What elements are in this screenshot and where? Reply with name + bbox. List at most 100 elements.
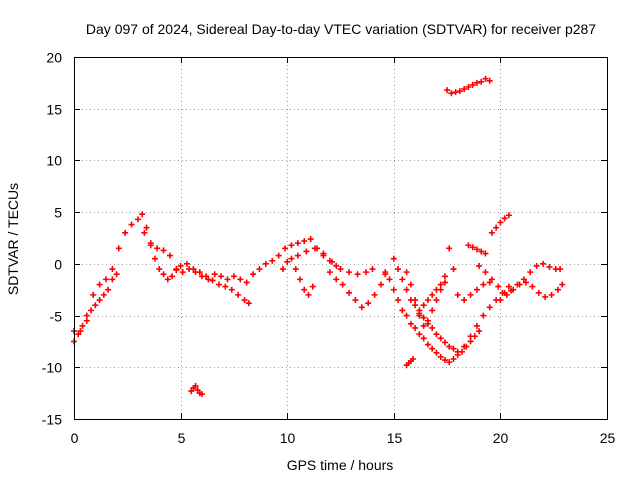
sat-track-3: [139, 211, 252, 307]
y-tick-label: 0: [54, 257, 62, 273]
data-point: [448, 90, 455, 97]
data-point: [535, 289, 542, 296]
sat-track-11: [403, 269, 448, 329]
data-point: [469, 81, 476, 88]
data-point: [412, 297, 419, 304]
data-point: [540, 260, 547, 267]
data-point: [407, 281, 414, 288]
data-point: [326, 269, 333, 276]
data-point: [510, 286, 517, 293]
x-tick-label: 10: [280, 430, 296, 446]
data-point: [476, 262, 483, 269]
data-point: [390, 255, 397, 262]
sat-track-13: [465, 242, 489, 257]
data-point: [222, 283, 229, 290]
data-point: [194, 387, 201, 394]
data-point: [441, 279, 448, 286]
data-point: [482, 269, 489, 276]
data-point: [399, 307, 406, 314]
data-point: [183, 260, 190, 267]
data-point: [177, 262, 184, 269]
data-point: [75, 331, 82, 338]
data-point: [486, 304, 493, 311]
data-point: [279, 266, 286, 273]
data-point: [337, 266, 344, 273]
data-point: [420, 302, 427, 309]
data-point: [533, 262, 540, 269]
data-point: [88, 307, 95, 314]
data-point: [488, 276, 495, 283]
data-point: [301, 286, 308, 293]
data-point: [437, 353, 444, 360]
sat-track-17: [403, 356, 416, 369]
sat-track-15: [476, 260, 564, 296]
data-point: [198, 391, 205, 398]
data-point: [501, 215, 508, 222]
data-point: [473, 246, 480, 253]
data-point: [516, 281, 523, 288]
data-point: [497, 297, 504, 304]
chart-title: Day 097 of 2024, Sidereal Day-to-day VTE…: [86, 21, 596, 37]
y-axis-label: SDTVAR / TECUs: [5, 183, 21, 295]
data-point: [420, 322, 427, 329]
data-point: [339, 281, 346, 288]
data-point: [476, 328, 483, 335]
data-point: [275, 252, 282, 259]
data-point: [382, 271, 389, 278]
data-point: [354, 271, 361, 278]
data-point: [557, 266, 564, 273]
data-point: [147, 240, 154, 247]
data-point: [96, 281, 103, 288]
x-axis-label: GPS time / hours: [287, 457, 394, 473]
data-point: [77, 328, 84, 335]
data-point: [444, 87, 451, 94]
data-point: [363, 269, 370, 276]
data-point: [482, 250, 489, 257]
data-point: [211, 271, 218, 278]
data-point: [294, 252, 301, 259]
data-point: [467, 333, 474, 340]
data-point: [559, 281, 566, 288]
y-tick-label: -5: [50, 309, 63, 325]
data-point: [333, 262, 340, 269]
data-point: [196, 269, 203, 276]
data-point: [437, 286, 444, 293]
data-point: [446, 343, 453, 350]
data-point: [235, 291, 242, 298]
data-point: [473, 79, 480, 86]
data-point: [446, 245, 453, 252]
data-point: [548, 291, 555, 298]
data-point: [205, 276, 212, 283]
data-point: [433, 349, 440, 356]
data-point: [154, 245, 161, 252]
data-point: [365, 300, 372, 307]
data-point: [412, 302, 419, 309]
sat-track-1: [71, 216, 340, 345]
data-point: [83, 312, 90, 319]
plot-frame: [74, 57, 608, 420]
axis-ticks: [74, 57, 608, 420]
data-point: [437, 335, 444, 342]
y-tick-label: 5: [54, 205, 62, 221]
data-point: [465, 83, 472, 90]
data-point: [478, 248, 485, 255]
data-point: [215, 281, 222, 288]
data-point: [237, 276, 244, 283]
data-point: [493, 224, 500, 231]
x-tick-label: 0: [71, 430, 79, 446]
data-point: [96, 297, 103, 304]
x-tick-label: 25: [600, 430, 616, 446]
data-point: [134, 216, 141, 223]
data-point: [461, 297, 468, 304]
data-point: [527, 269, 534, 276]
data-point: [292, 266, 299, 273]
data-point: [166, 252, 173, 259]
data-point: [441, 339, 448, 346]
data-point: [424, 297, 431, 304]
data-point: [152, 255, 159, 262]
data-point: [546, 263, 553, 270]
data-point: [209, 277, 216, 284]
data-point: [488, 229, 495, 236]
